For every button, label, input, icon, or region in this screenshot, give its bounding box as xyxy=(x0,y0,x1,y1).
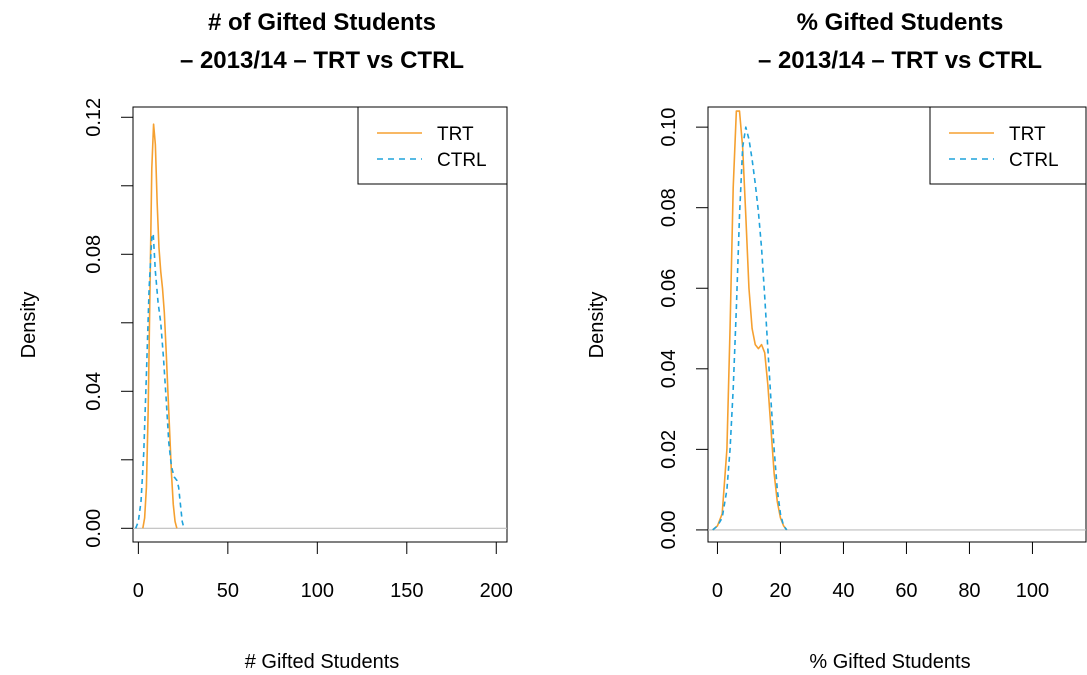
y-axis-label: Density xyxy=(586,292,608,359)
legend-label-trt: TRT xyxy=(1009,124,1046,145)
y-tick-label: 0.08 xyxy=(83,235,105,274)
panel-gifted-count: # of Gifted Students – 2013/14 – TRT vs … xyxy=(18,9,513,673)
x-tick-label: 200 xyxy=(480,580,513,602)
y-tick-label: 0.06 xyxy=(658,269,680,308)
legend-label-trt: TRT xyxy=(437,124,474,145)
y-tick-label: 0.08 xyxy=(658,188,680,227)
y-tick-label: 0.00 xyxy=(658,510,680,549)
x-tick-label: 80 xyxy=(958,580,980,602)
y-tick-label: 0.00 xyxy=(83,509,105,548)
x-tick-label: 100 xyxy=(1016,580,1049,602)
legend: TRT CTRL xyxy=(357,106,508,185)
series-line-ctrl xyxy=(134,232,185,529)
y-axis-ticks: 0.00 0.04 0.08 0.12 xyxy=(83,98,134,548)
x-tick-label: 150 xyxy=(390,580,423,602)
y-tick-label: 0.04 xyxy=(658,349,680,388)
legend: TRT CTRL xyxy=(929,106,1087,185)
x-axis-label: % Gifted Students xyxy=(809,651,970,673)
chart-title-line-2: – 2013/14 – TRT vs CTRL xyxy=(180,47,464,74)
x-tick-label: 0 xyxy=(133,580,144,602)
x-axis-label: # Gifted Students xyxy=(245,651,400,673)
y-axis-label: Density xyxy=(18,292,40,359)
chart-title-line-1: % Gifted Students xyxy=(797,9,1004,36)
x-tick-label: 60 xyxy=(895,580,917,602)
density-curves xyxy=(134,123,185,529)
chart-title-line-2: – 2013/14 – TRT vs CTRL xyxy=(758,47,1042,74)
x-tick-label: 50 xyxy=(217,580,239,602)
y-tick-label: 0.04 xyxy=(83,372,105,411)
series-line-trt xyxy=(712,110,788,531)
x-tick-label: 0 xyxy=(712,580,723,602)
y-tick-label: 0.02 xyxy=(658,430,680,469)
x-tick-label: 40 xyxy=(832,580,854,602)
panel-gifted-percent: % Gifted Students – 2013/14 – TRT vs CTR… xyxy=(586,9,1087,673)
x-axis-ticks: 0 20 40 60 80 100 xyxy=(712,541,1049,602)
density-curves xyxy=(712,110,788,531)
legend-label-ctrl: CTRL xyxy=(437,150,487,171)
x-tick-label: 100 xyxy=(301,580,334,602)
y-tick-label: 0.10 xyxy=(658,108,680,147)
chart-title-line-1: # of Gifted Students xyxy=(208,9,436,36)
x-axis-ticks: 0 50 100 150 200 xyxy=(133,541,513,602)
series-line-trt xyxy=(142,123,178,529)
y-tick-label: 0.12 xyxy=(83,98,105,137)
x-tick-label: 20 xyxy=(769,580,791,602)
legend-box xyxy=(357,106,508,185)
legend-label-ctrl: CTRL xyxy=(1009,150,1059,171)
y-axis-ticks: 0.00 0.02 0.04 0.06 0.08 0.10 xyxy=(658,108,709,549)
legend-box xyxy=(929,106,1087,185)
